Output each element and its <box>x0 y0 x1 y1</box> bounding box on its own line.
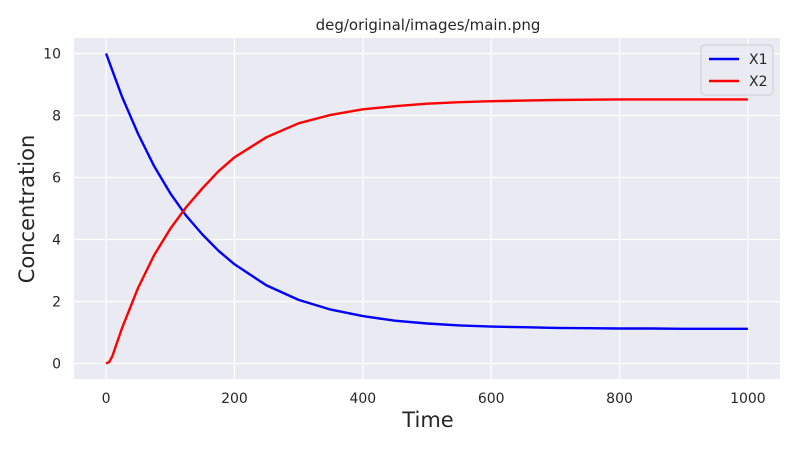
x-tick-labels: 0 200 400 600 800 1000 <box>102 391 766 407</box>
x-tick-label: 200 <box>221 391 248 407</box>
x-tick-label: 0 <box>102 391 111 407</box>
legend-label: X2 <box>749 74 768 90</box>
x-tick-label: 1000 <box>730 391 766 407</box>
y-tick-label: 6 <box>52 171 61 187</box>
plot-area <box>74 38 780 379</box>
y-tick-label: 4 <box>52 233 61 249</box>
x-tick-label: 600 <box>478 391 505 407</box>
chart-title: deg/original/images/main.png <box>316 16 541 34</box>
y-tick-labels: 0 2 4 6 8 10 <box>43 47 61 373</box>
series-layer <box>104 53 748 365</box>
y-tick-label: 0 <box>52 357 61 373</box>
y-axis-label: Concentration <box>15 135 39 284</box>
x-tick-label: 400 <box>349 391 376 407</box>
legend-label: X1 <box>749 52 768 68</box>
series-line-x1 <box>104 53 748 330</box>
y-tick-label: 8 <box>52 109 61 125</box>
series-line-x2 <box>105 98 748 365</box>
y-tick-label: 2 <box>52 295 61 311</box>
y-tick-label: 10 <box>43 47 61 63</box>
legend-box <box>700 44 774 96</box>
grid-lines <box>74 38 780 379</box>
x-axis-label: Time <box>401 408 453 432</box>
x-tick-label: 800 <box>606 391 633 407</box>
